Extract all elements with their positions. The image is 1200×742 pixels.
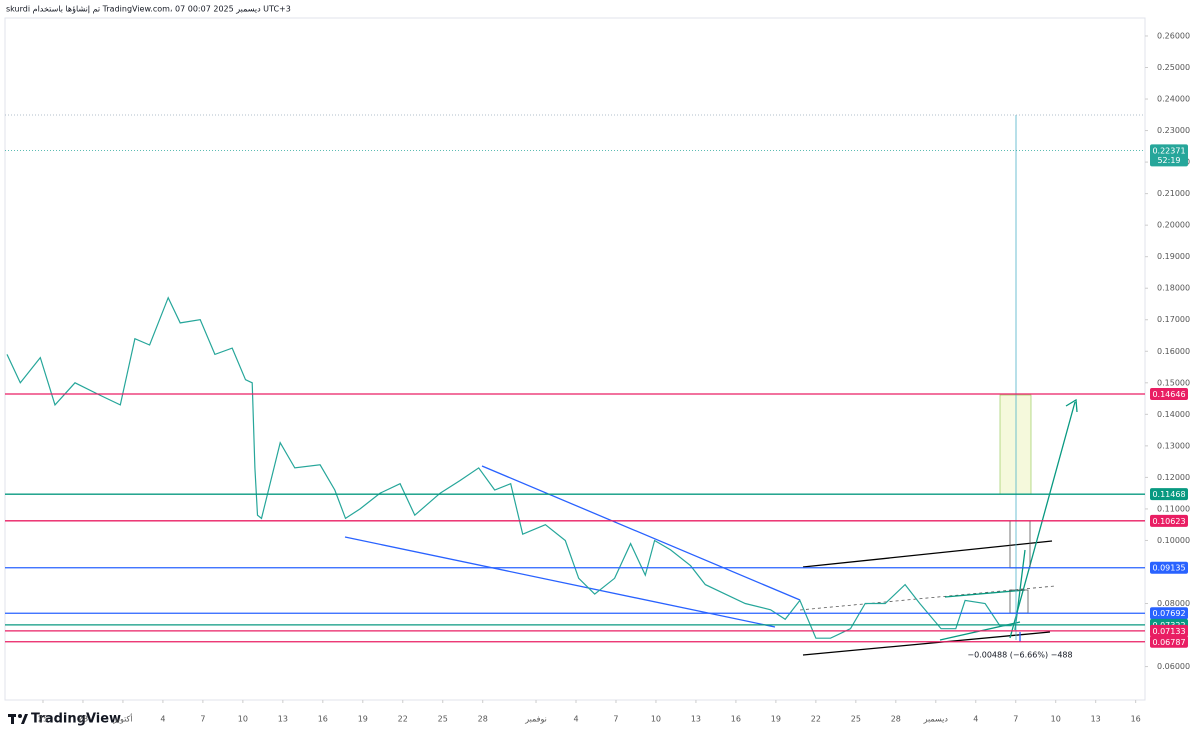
price-tag — [1150, 607, 1188, 620]
countdown-label: 52:19 — [1157, 156, 1180, 165]
price-tag-label: 0.07133 — [1152, 627, 1185, 636]
price-tag-label: 0.11468 — [1152, 490, 1185, 499]
price-tag-label: 0.06787 — [1152, 638, 1185, 647]
x-tick-label: 10 — [651, 715, 661, 724]
y-tick-label: 0.19000 — [1157, 252, 1190, 261]
y-tick-label: 0.11000 — [1157, 504, 1190, 513]
x-tick-label: 16 — [1131, 715, 1141, 724]
price-tag — [1150, 635, 1188, 648]
y-tick-label: 0.24000 — [1157, 95, 1190, 104]
y-tick-label: 0.06000 — [1157, 662, 1190, 671]
y-tick-label: 0.20000 — [1157, 221, 1190, 230]
measure-label: −0.00488 (−6.66%) −488 — [967, 651, 1072, 660]
x-tick-label: 22 — [811, 715, 821, 724]
y-tick-label: 0.10000 — [1157, 536, 1190, 545]
y-tick-label: 0.26000 — [1157, 31, 1190, 40]
x-tick-label: 28 — [891, 715, 901, 724]
price-tag-label: 0.07692 — [1152, 609, 1185, 618]
y-tick-label: 0.23000 — [1157, 126, 1190, 135]
header: skurdi تم إنشاؤها باستخدام TradingView.c… — [6, 5, 291, 15]
x-tick-label: 19 — [358, 715, 368, 724]
tv-logo-icon — [8, 714, 28, 724]
price-tag — [1150, 561, 1188, 574]
x-tick-label: 10 — [1051, 715, 1061, 724]
y-tick-label: 0.18000 — [1157, 284, 1190, 293]
price-tag-label: 0.10623 — [1152, 517, 1185, 526]
x-tick-label: 4 — [573, 715, 578, 724]
x-tick-label: 25 — [851, 715, 861, 724]
logo: TradingView — [31, 712, 121, 727]
y-tick-label: 0.13000 — [1157, 441, 1190, 450]
x-tick-label: 25 — [438, 715, 448, 724]
x-tick-label: 13 — [691, 715, 701, 724]
x-tick-label: 13 — [278, 715, 288, 724]
x-tick-label: 16 — [318, 715, 328, 724]
x-tick-label: 19 — [771, 715, 781, 724]
x-tick-label: نوفمبر — [524, 715, 547, 724]
x-tick-label: ديسمبر — [923, 715, 949, 724]
x-tick-label: 13 — [1091, 715, 1101, 724]
x-tick-label: 7 — [200, 715, 205, 724]
x-tick-label: 28 — [78, 715, 88, 724]
y-tick-label: 0.08000 — [1157, 599, 1190, 608]
x-tick-label: 7 — [613, 715, 618, 724]
y-tick-label: 0.25000 — [1157, 63, 1190, 72]
x-tick-label: 28 — [478, 715, 488, 724]
x-tick-label: 16 — [731, 715, 741, 724]
current-price-label: 0.22371 — [1152, 146, 1185, 155]
y-tick-label: 0.21000 — [1157, 189, 1190, 198]
current-price-tag — [1150, 144, 1188, 167]
plot-frame — [4, 17, 1146, 701]
x-tick-label: 7 — [1013, 715, 1018, 724]
x-tick-label: أكتوبر — [112, 714, 132, 724]
x-tick-label: 25 — [38, 715, 48, 724]
x-tick-label: 4 — [160, 715, 165, 724]
y-tick-label: 0.14000 — [1157, 410, 1190, 419]
y-tick-label: 0.12000 — [1157, 473, 1190, 482]
price-tag — [1150, 488, 1188, 501]
price-tag — [1150, 514, 1188, 527]
price-line — [6, 296, 1012, 639]
y-tick-label: 0.15000 — [1157, 378, 1190, 387]
x-tick-label: 4 — [973, 715, 978, 724]
y-tick-label: 0.16000 — [1157, 347, 1190, 356]
y-tick-label: 0.17000 — [1157, 315, 1190, 324]
price-tag — [1150, 624, 1188, 637]
x-tick-label: 22 — [398, 715, 408, 724]
price-tag — [1150, 387, 1188, 400]
price-tag-label: 0.14646 — [1152, 390, 1185, 399]
price-tag-label: 0.09135 — [1152, 564, 1185, 573]
x-tick-label: 10 — [238, 715, 248, 724]
